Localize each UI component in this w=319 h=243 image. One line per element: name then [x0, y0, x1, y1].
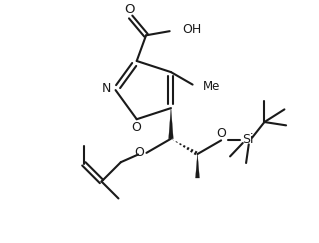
Text: O: O [131, 121, 141, 134]
Polygon shape [169, 108, 173, 139]
Text: Me: Me [203, 80, 221, 93]
Text: Si: Si [242, 133, 254, 146]
Text: O: O [134, 146, 144, 159]
Text: O: O [124, 3, 135, 16]
Text: OH: OH [182, 23, 202, 36]
Text: O: O [216, 127, 226, 139]
Text: N: N [101, 82, 111, 95]
Polygon shape [196, 154, 199, 178]
